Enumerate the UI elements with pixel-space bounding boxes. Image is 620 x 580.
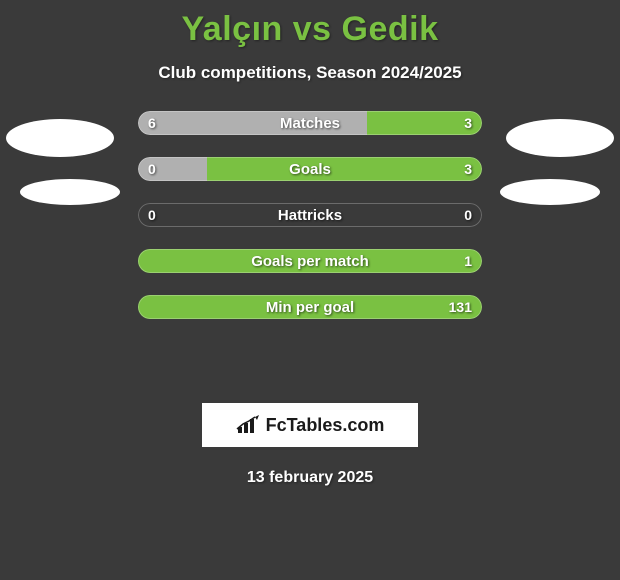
stat-row: 131Min per goal bbox=[138, 295, 482, 319]
stat-label: Matches bbox=[138, 111, 482, 135]
logo-box: FcTables.com bbox=[202, 403, 418, 447]
stat-label: Hattricks bbox=[138, 203, 482, 227]
page-title: Yalçın vs Gedik bbox=[0, 0, 620, 49]
stat-label: Goals per match bbox=[138, 249, 482, 273]
avatar-left-top bbox=[6, 119, 114, 157]
stat-row: 63Matches bbox=[138, 111, 482, 135]
chart-icon bbox=[236, 415, 262, 435]
stat-label: Min per goal bbox=[138, 295, 482, 319]
stats-area: 63Matches03Goals00Hattricks1Goals per ma… bbox=[0, 121, 620, 381]
stat-row: 00Hattricks bbox=[138, 203, 482, 227]
stat-row: 03Goals bbox=[138, 157, 482, 181]
stat-row: 1Goals per match bbox=[138, 249, 482, 273]
date-line: 13 february 2025 bbox=[0, 469, 620, 487]
avatar-right-bottom bbox=[500, 179, 600, 205]
stat-label: Goals bbox=[138, 157, 482, 181]
logo-text: FcTables.com bbox=[266, 415, 385, 436]
avatar-left-bottom bbox=[20, 179, 120, 205]
avatar-right-top bbox=[506, 119, 614, 157]
subtitle: Club competitions, Season 2024/2025 bbox=[0, 63, 620, 83]
stat-rows: 63Matches 03Goals 00Hattricks 1Goals per ma… bbox=[138, 111, 482, 341]
